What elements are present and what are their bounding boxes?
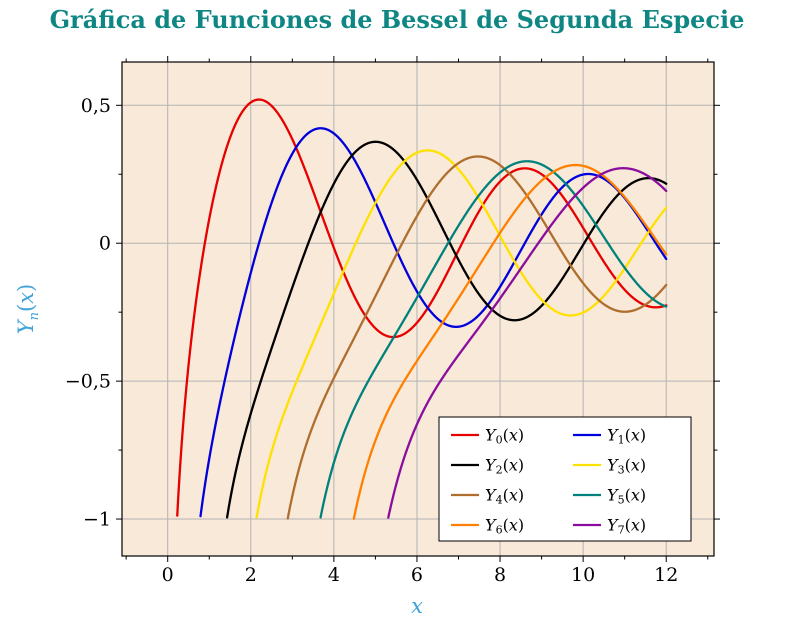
curve-Y3 [255,149,668,519]
y-tick-label: −1 [83,509,111,531]
x-tick-label: 6 [411,564,423,586]
legend-label-Y4: Y4(x) [485,486,524,507]
axis-ticks [116,56,720,562]
curve-Y0 [176,98,668,517]
legend-label-Y6: Y6(x) [485,516,524,537]
curve-Y7 [387,167,668,519]
x-tick-label: 4 [328,564,340,586]
x-tick-label: 2 [245,564,257,586]
plot-border [121,61,715,557]
curve-Y2 [225,140,668,519]
curve-Y5 [319,160,668,519]
legend-label-Y5: Y5(x) [607,486,646,507]
y-tick-label: 0 [99,233,111,255]
y-tick-label: 0,5 [81,95,111,117]
x-tick-label: 0 [162,564,174,586]
legend-box [438,416,692,542]
legend-label-Y7: Y7(x) [607,516,646,537]
chart-title: Gráfica de Funciones de Bessel de Segund… [49,5,745,34]
x-tick-label: 10 [571,564,595,586]
curve-Y4 [286,155,668,520]
legend-label-Y0: Y0(x) [485,426,524,447]
curves [176,98,668,520]
x-axis-label: x [411,594,423,618]
curve-Y1 [199,127,668,518]
curve-Y6 [352,163,668,520]
x-tick-label: 12 [654,564,678,586]
legend-label-Y3: Y3(x) [607,456,646,477]
x-axis-label-variable: x [411,594,423,618]
y-tick-label: −0,5 [65,371,111,393]
legend-label-Y2: Y2(x) [485,456,524,477]
x-tick-label: 8 [494,564,506,586]
legend-label-Y1: Y1(x) [607,426,646,447]
